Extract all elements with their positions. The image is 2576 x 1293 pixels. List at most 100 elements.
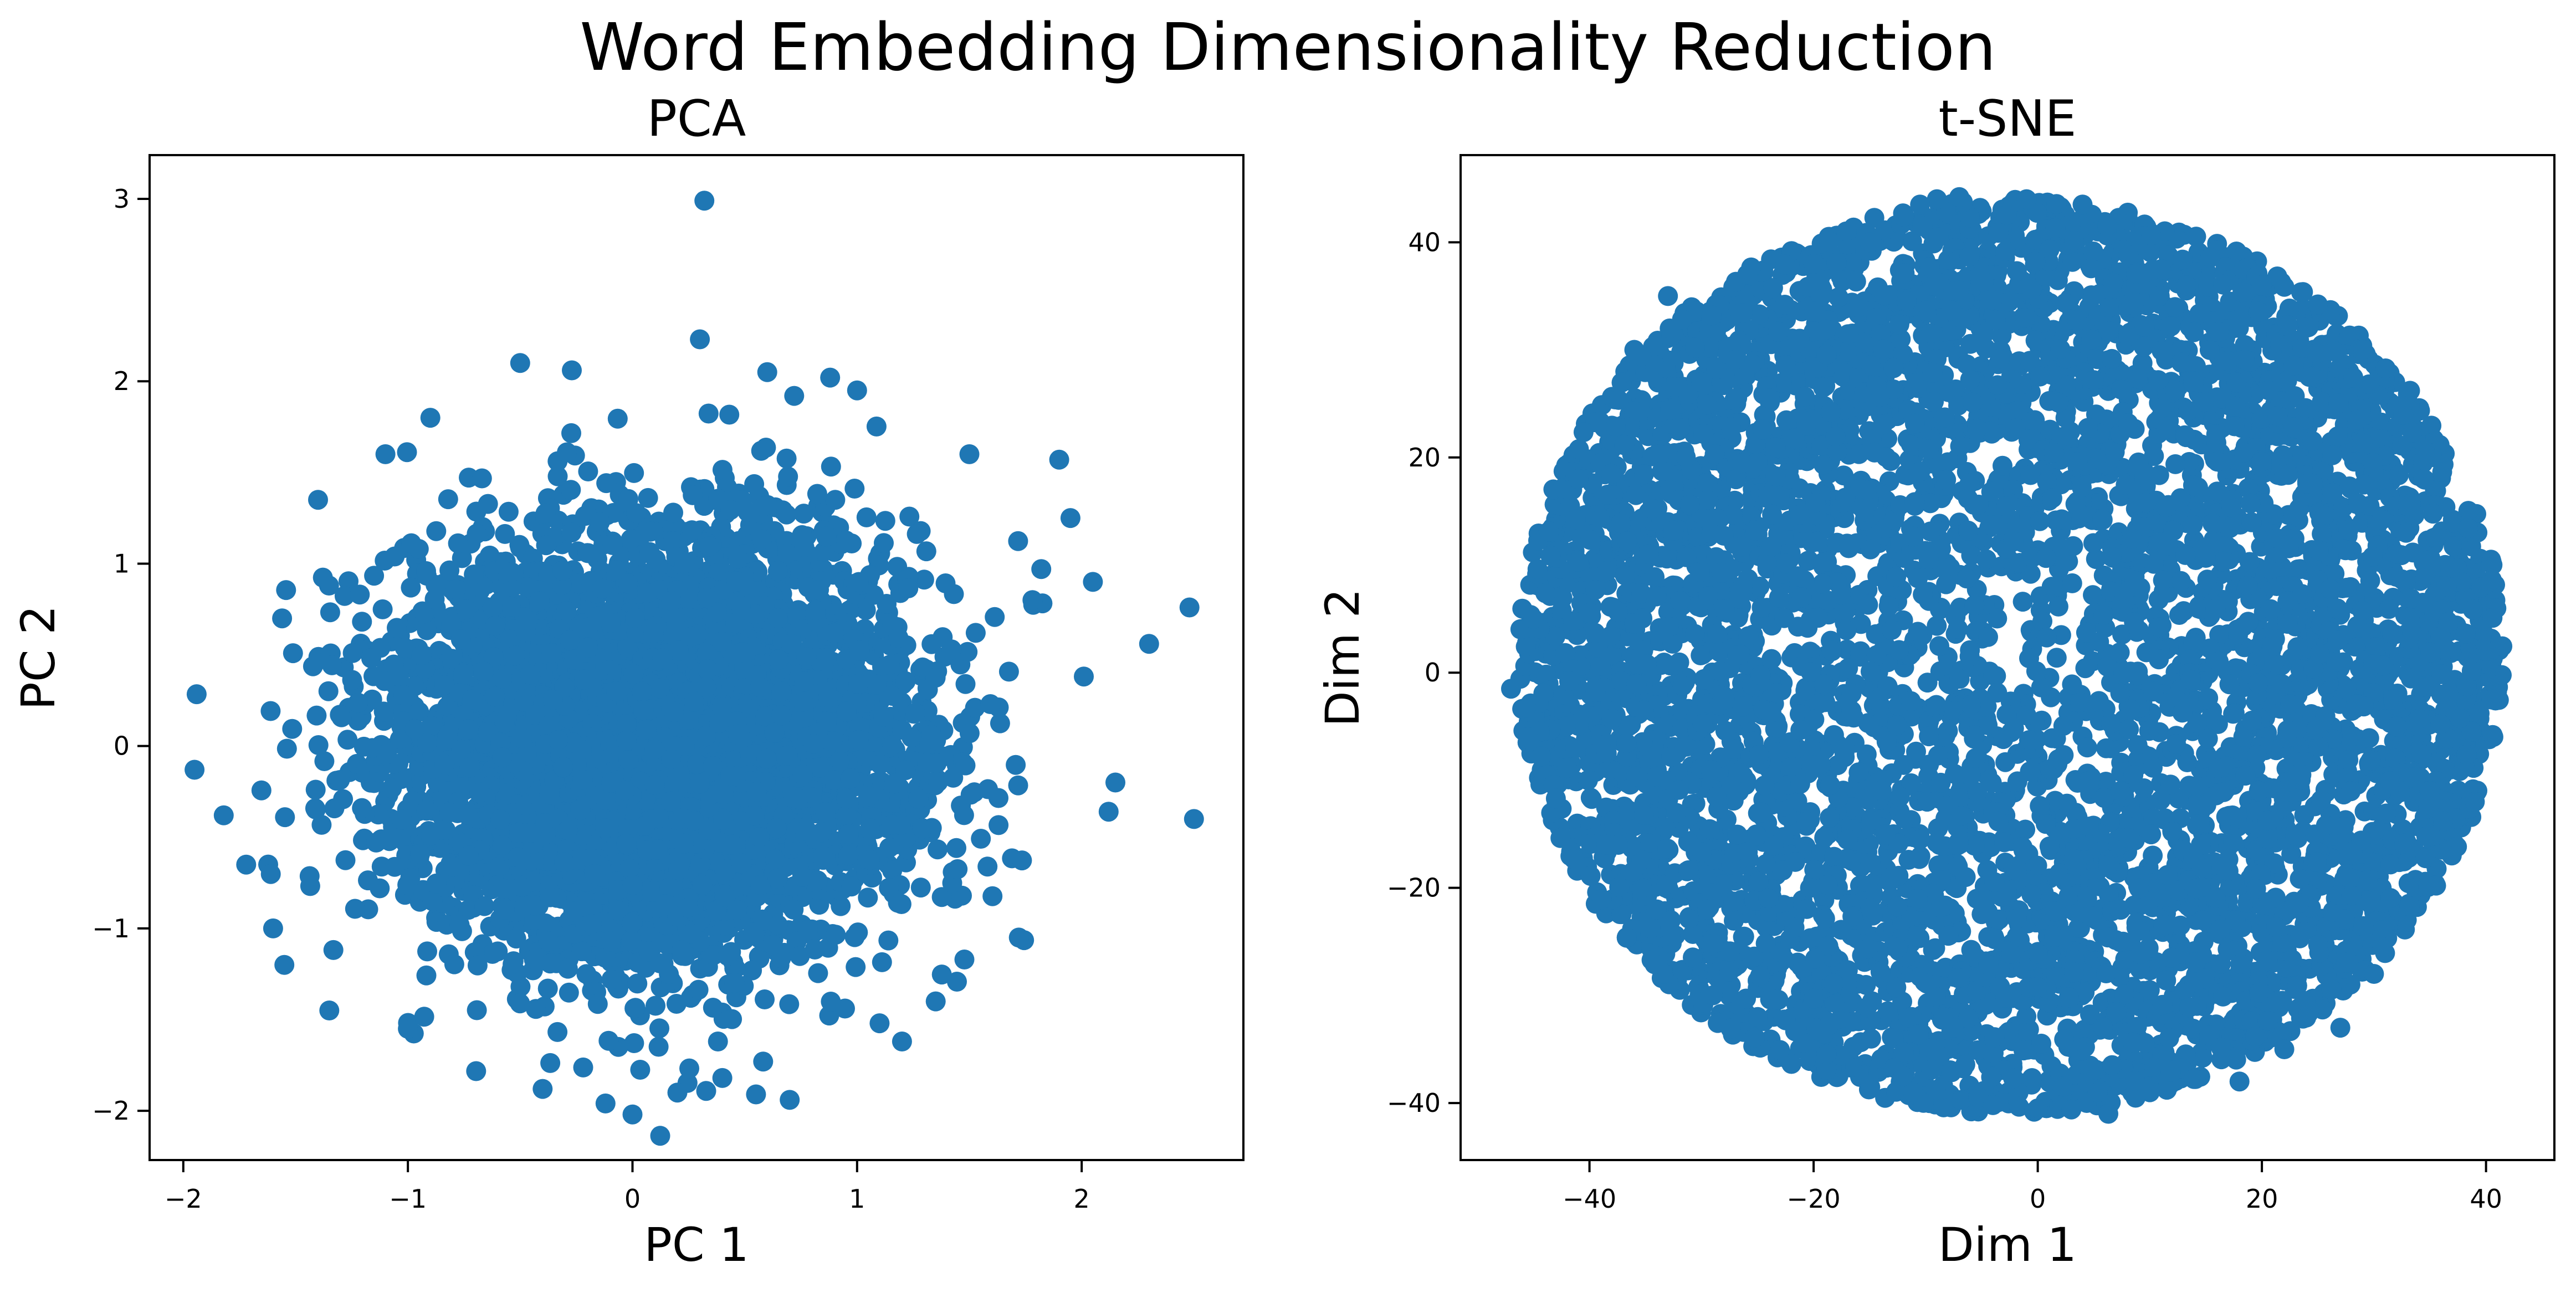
scatter-point xyxy=(364,566,385,586)
scatter-point xyxy=(753,1051,774,1072)
scatter-point xyxy=(944,584,964,604)
scatter-point xyxy=(493,668,513,689)
scatter-point xyxy=(1008,775,1028,796)
scatter-point xyxy=(980,694,1001,714)
pca-scatter-points xyxy=(185,191,1204,1146)
scatter-point xyxy=(899,506,920,527)
scatter-point xyxy=(965,623,986,643)
scatter-point xyxy=(648,1037,669,1057)
scatter-point xyxy=(324,798,345,819)
scatter-point xyxy=(1008,531,1028,551)
scatter-point xyxy=(372,599,393,619)
scatter-point xyxy=(1022,590,1043,610)
scatter-point xyxy=(540,953,560,974)
scatter-point xyxy=(318,681,339,701)
scatter-point xyxy=(350,584,370,605)
scatter-point xyxy=(722,1009,742,1029)
scatter-point xyxy=(884,773,904,794)
scatter-point xyxy=(401,577,421,598)
scatter-point xyxy=(410,844,431,864)
scatter-point xyxy=(577,543,598,563)
scatter-point xyxy=(557,958,578,979)
scatter-point xyxy=(982,886,1003,906)
scatter-point xyxy=(878,930,899,951)
scatter-point xyxy=(466,1061,486,1081)
scatter-point xyxy=(836,530,856,551)
scatter-point xyxy=(954,805,974,825)
scatter-point xyxy=(712,460,733,480)
scatter-point xyxy=(751,440,771,461)
scatter-point xyxy=(186,684,207,705)
scatter-point xyxy=(334,586,355,606)
scatter-point xyxy=(382,778,402,798)
figure-suptitle: Word Embedding Dimensionality Reduction xyxy=(580,9,1996,85)
scatter-point xyxy=(438,489,458,510)
scatter-point xyxy=(437,696,458,717)
scatter-point xyxy=(638,488,658,508)
scatter-point xyxy=(596,473,617,494)
scatter-point xyxy=(921,725,941,745)
scatter-point xyxy=(260,701,281,721)
scatter-point xyxy=(624,463,644,483)
scatter-point xyxy=(503,954,523,974)
scatter-point xyxy=(319,576,339,596)
scatter-point xyxy=(703,998,723,1018)
scatter-point xyxy=(928,772,948,792)
scatter-point xyxy=(928,839,948,860)
scatter-point xyxy=(883,686,903,706)
scatter-point xyxy=(464,565,484,584)
scatter-point xyxy=(352,612,372,632)
scatter-point xyxy=(547,1022,568,1042)
scatter-point xyxy=(335,850,356,870)
scatter-point xyxy=(829,751,850,771)
scatter-point xyxy=(573,1057,593,1078)
scatter-point xyxy=(947,972,967,992)
scatter-point xyxy=(393,685,414,705)
scatter-point xyxy=(776,448,797,469)
scatter-point xyxy=(540,1053,561,1073)
scatter-point xyxy=(395,638,415,658)
scatter-point xyxy=(856,600,876,620)
scatter-point xyxy=(954,950,975,969)
scatter-point xyxy=(598,1030,619,1051)
scatter-point xyxy=(931,887,952,907)
scatter-point xyxy=(621,930,642,951)
scatter-point xyxy=(352,798,372,818)
scatter-point xyxy=(482,943,503,964)
scatter-point xyxy=(777,543,798,563)
scatter-point xyxy=(793,504,814,524)
scatter-point xyxy=(561,480,581,500)
scatter-point xyxy=(314,751,335,771)
scatter-point xyxy=(571,941,592,962)
scatter-point xyxy=(439,560,460,581)
scatter-point xyxy=(860,818,880,839)
scatter-point xyxy=(1006,755,1026,775)
scatter-point xyxy=(1012,850,1032,871)
scatter-point xyxy=(744,474,765,494)
scatter-point xyxy=(650,1126,670,1146)
scatter-point xyxy=(467,955,488,976)
scatter-point xyxy=(861,803,882,824)
scatter-point xyxy=(696,1081,716,1101)
scatter-point xyxy=(989,815,1009,835)
scatter-point xyxy=(955,755,976,776)
scatter-point xyxy=(379,831,400,851)
scatter-point xyxy=(679,1058,699,1079)
scatter-point xyxy=(856,507,877,527)
scatter-point xyxy=(276,738,297,759)
pca-title: PCA xyxy=(647,90,746,148)
scatter-point xyxy=(965,697,985,718)
scatter-point xyxy=(385,856,405,877)
scatter-point xyxy=(943,767,964,788)
scatter-point xyxy=(990,713,1010,733)
scatter-point xyxy=(624,1033,644,1053)
scatter-point xyxy=(607,408,628,429)
scatter-point xyxy=(821,992,841,1012)
scatter-point xyxy=(808,963,828,983)
scatter-point xyxy=(342,643,363,663)
scatter-point xyxy=(276,580,296,601)
scatter-point xyxy=(370,878,390,899)
scatter-point xyxy=(985,607,1005,627)
scatter-point xyxy=(458,900,479,920)
